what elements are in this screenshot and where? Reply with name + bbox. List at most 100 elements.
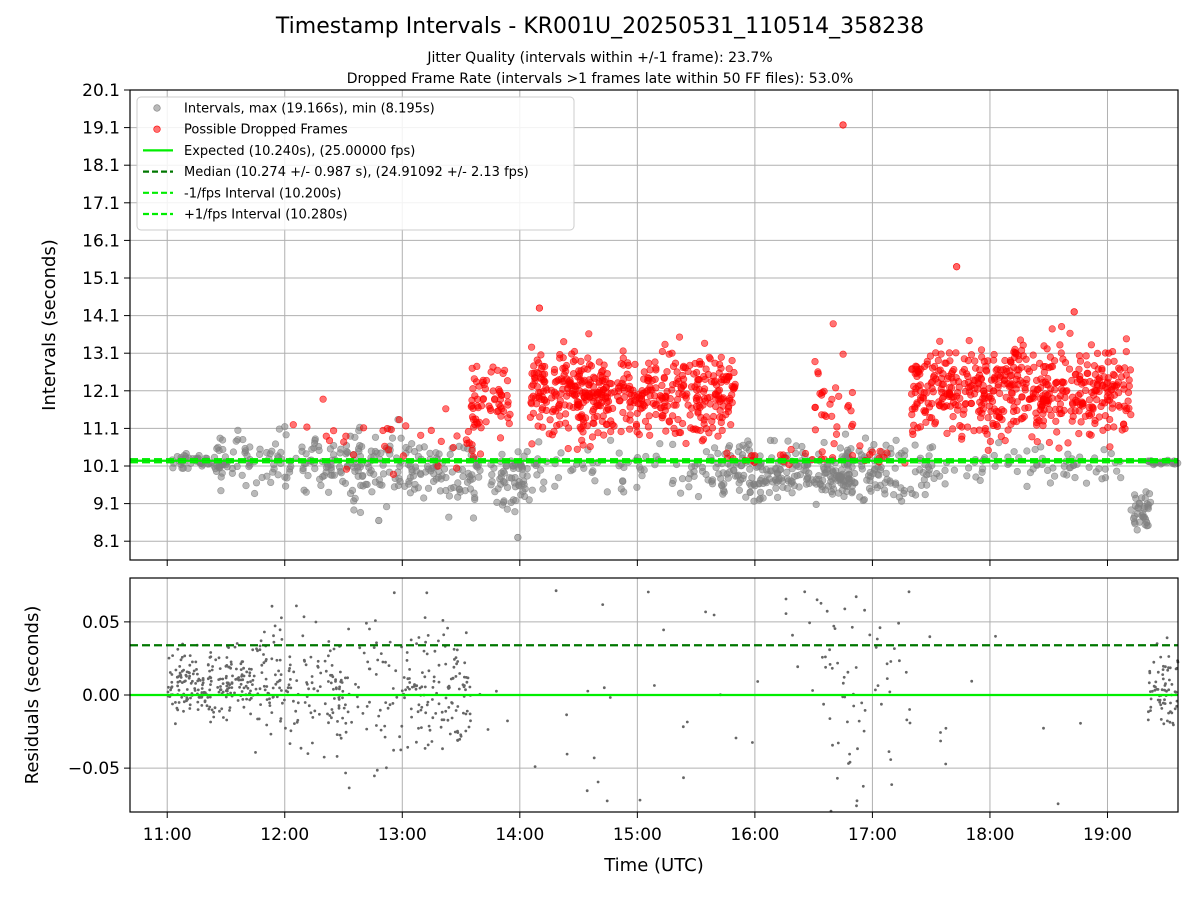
residual-point [311, 741, 314, 745]
dropped-frame-point [932, 349, 940, 357]
dropped-frame-point [640, 368, 648, 376]
residual-point [463, 661, 467, 665]
dropped-frame-point [1095, 413, 1103, 421]
residual-point [248, 671, 252, 675]
dropped-frame-point [627, 391, 635, 399]
residual-point [944, 726, 948, 730]
residual-point [1167, 711, 1170, 715]
dropped-frame-point [395, 416, 403, 424]
residual-point [1156, 688, 1160, 691]
residual-point [259, 639, 263, 643]
interval-point [536, 466, 545, 474]
residual-point [459, 733, 463, 737]
interval-point [848, 463, 856, 471]
dropped-frame-point [1101, 412, 1109, 420]
residual-point [259, 703, 262, 706]
residual-point [426, 700, 430, 704]
residual-point [409, 707, 413, 711]
interval-point [911, 441, 919, 449]
dropped-frame-point [677, 384, 686, 393]
interval-point [875, 471, 883, 479]
dropped-frame-point [1032, 409, 1040, 417]
interval-point [735, 486, 744, 494]
dropped-frame-point [641, 417, 650, 425]
dropped-frame-point [1082, 352, 1090, 360]
dropped-frame-point [700, 339, 709, 347]
residual-point [836, 661, 839, 665]
residual-point [329, 673, 332, 677]
interval-point [871, 481, 879, 489]
dropped-frame-point [625, 425, 634, 433]
residual-point [279, 717, 283, 720]
residual-point [464, 631, 468, 635]
residual-point [1159, 703, 1163, 707]
residual-point [184, 673, 188, 677]
residual-point [313, 709, 317, 713]
dropped-frame-point [876, 447, 884, 455]
residual-point [176, 647, 180, 651]
dropped-frame-point [987, 376, 996, 384]
residual-point [211, 665, 215, 668]
residual-point [862, 729, 866, 733]
interval-point [1113, 467, 1121, 475]
residual-point [269, 732, 273, 736]
residual-point [268, 701, 271, 705]
dropped-frame-point [722, 377, 731, 385]
dropped-frame-point [1056, 341, 1064, 349]
residual-point [198, 679, 202, 682]
interval-point [325, 488, 333, 496]
interval-point [882, 469, 890, 477]
residual-point [831, 743, 834, 747]
dropped-frame-point [1109, 370, 1117, 379]
dropped-frame-point [1030, 363, 1038, 371]
residual-point [415, 684, 419, 688]
residual-point [176, 708, 180, 712]
residual-point [411, 685, 414, 689]
interval-point [223, 463, 231, 471]
residual-point [245, 697, 249, 701]
residual-point [461, 683, 465, 687]
interval-point [731, 472, 740, 480]
interval-point [678, 475, 687, 483]
residual-point [318, 685, 322, 688]
dropped-frame-point [961, 387, 970, 396]
residual-point [417, 636, 421, 639]
residual-point [399, 748, 403, 752]
residual-point [383, 735, 387, 739]
residual-point [1175, 704, 1179, 708]
residual-point [409, 638, 413, 642]
dropped-frame-point [725, 365, 733, 373]
dropped-frame-point [711, 390, 720, 398]
residual-point [335, 755, 339, 758]
dropped-frame-point [477, 424, 485, 432]
residual-point [303, 659, 306, 663]
residual-point [417, 726, 420, 730]
dropped-frame-point [604, 397, 613, 406]
dropped-frame-point [1036, 400, 1045, 409]
dropped-frame-point [695, 402, 703, 410]
residual-point [1154, 680, 1158, 684]
residual-point [167, 656, 171, 660]
residual-point [1165, 636, 1169, 640]
dropped-frame-point [1052, 417, 1060, 425]
residual-point [193, 687, 197, 690]
residual-point [1166, 668, 1170, 672]
interval-point [787, 477, 795, 485]
residual-point [260, 671, 264, 674]
dropped-frame-point [330, 427, 338, 435]
dropped-frame-point [982, 366, 990, 374]
interval-point [773, 493, 782, 502]
residual-point [299, 746, 303, 750]
dropped-frame-point [608, 404, 617, 413]
dropped-frame-point [712, 403, 720, 411]
residual-point [256, 717, 259, 721]
dropped-frame-point [730, 368, 738, 377]
residual-point [365, 705, 369, 708]
y-tick-label: 16.1 [82, 231, 120, 251]
residual-point [241, 660, 245, 663]
interval-point [928, 443, 937, 451]
dropped-frame-point [537, 364, 545, 373]
residual-point [196, 700, 200, 704]
interval-point [487, 481, 495, 489]
residual-point [327, 654, 330, 658]
